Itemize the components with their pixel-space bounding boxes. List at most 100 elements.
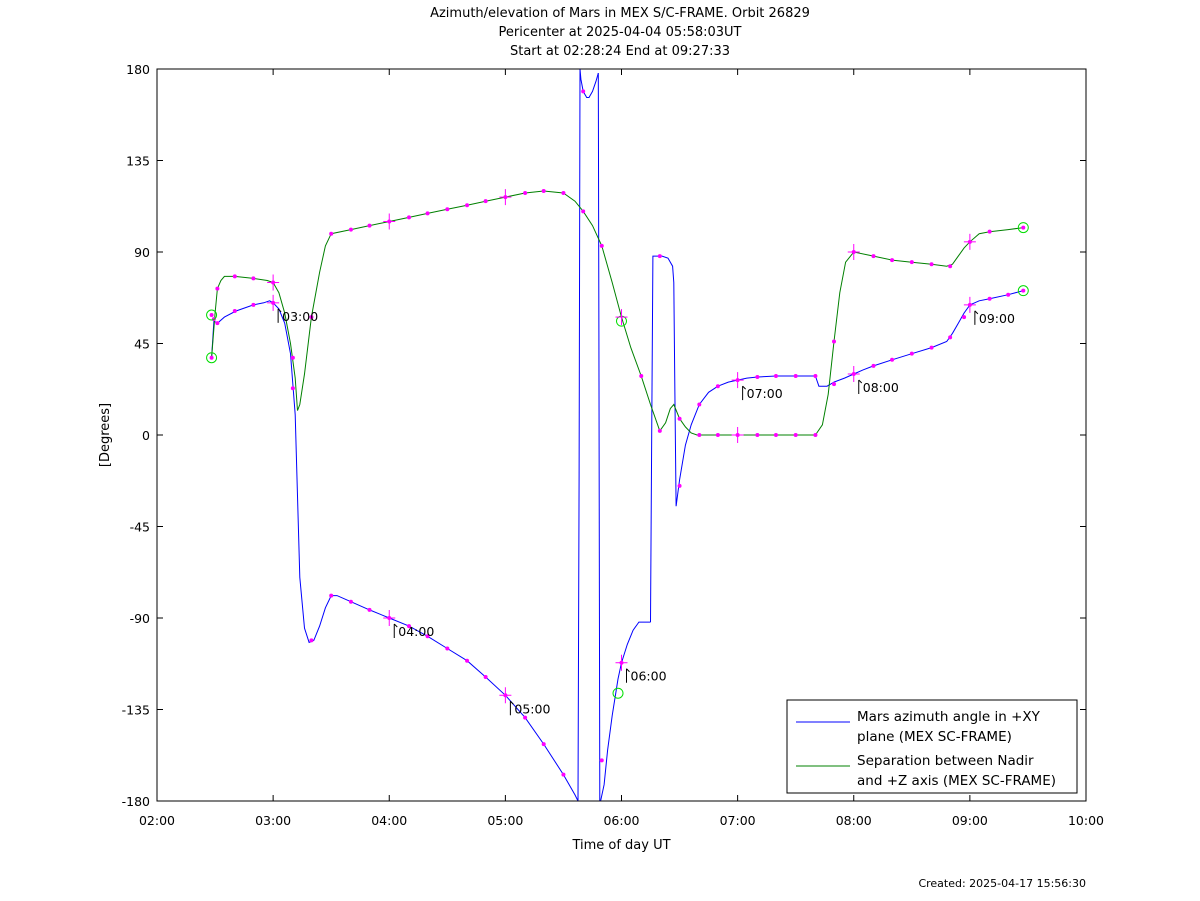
data-point-azimuth [773, 374, 778, 379]
data-point-azimuth [209, 355, 214, 360]
legend: Mars azimuth angle in +XY plane (MEX SC-… [786, 699, 1078, 794]
y-tick-label: -45 [130, 520, 150, 535]
endpoint-circle-marker [1017, 222, 1029, 234]
data-point-azimuth [715, 384, 720, 389]
data-point-separation [909, 260, 914, 265]
data-point-separation [541, 189, 546, 193]
x-tick-label: 02:00 [139, 813, 175, 828]
data-point-separation [599, 243, 604, 248]
time-annotation: 03:00 [277, 308, 318, 324]
time-annotation-hook [393, 623, 398, 628]
time-annotations: 03:00 04:00 05:00 06:00 07:00 08:00 09:00 [277, 308, 1015, 716]
data-point-separation [523, 191, 528, 196]
y-tick-label: -135 [122, 703, 150, 718]
chart-title-line-2: Pericenter at 2025-04-04 05:58:03UT [498, 25, 742, 40]
tick-cross-marker [731, 372, 744, 389]
data-point-separation [948, 264, 953, 269]
data-point-azimuth [425, 634, 430, 639]
time-annotation-hook [858, 379, 863, 384]
time-annotation-label: 08:00 [863, 380, 899, 395]
series-layer [211, 68, 1024, 802]
data-point-azimuth [755, 375, 760, 380]
data-point-separation [483, 199, 488, 204]
time-annotation-label: 06:00 [631, 669, 667, 684]
time-annotation: 08:00 [858, 379, 899, 395]
x-tick-label: 07:00 [720, 813, 756, 828]
tick-cross-marker [615, 654, 628, 671]
endpoint-circle-marker [1017, 285, 1029, 297]
x-tick-label: 04:00 [371, 813, 407, 828]
data-point-separation [290, 386, 295, 391]
data-point-separation [406, 215, 411, 220]
data-point-azimuth [232, 308, 237, 313]
data-point-azimuth [871, 363, 876, 368]
data-point-separation [215, 286, 220, 291]
x-tick-label: 10:00 [1068, 813, 1104, 828]
y-tick-label: 0 [142, 428, 150, 443]
tick-cross-marker [731, 427, 744, 443]
data-point-azimuth [929, 345, 934, 350]
time-annotation-label: 07:00 [747, 386, 783, 401]
time-annotation: 09:00 [974, 310, 1015, 326]
data-point-separation [232, 274, 237, 279]
y-tick-label: 45 [134, 337, 150, 352]
data-point-separation [561, 191, 566, 196]
series-line-azimuth [579, 68, 599, 98]
time-annotation-hook [626, 668, 630, 673]
time-annotation: 04:00 [393, 623, 434, 639]
data-point-separation [755, 433, 760, 437]
plot-frame [156, 68, 1087, 802]
time-annotation: 07:00 [742, 385, 783, 401]
data-point-azimuth [541, 742, 546, 747]
data-point-separation [581, 209, 586, 214]
data-point-azimuth [309, 638, 314, 643]
data-point-azimuth [561, 772, 566, 777]
tick-cross-marker [963, 233, 976, 250]
x-tick-label: 06:00 [603, 813, 639, 828]
y-tick-label: -180 [122, 794, 150, 809]
series-line-azimuth [597, 73, 601, 802]
x-tick-label: 03:00 [255, 813, 291, 828]
data-point-separation [871, 254, 876, 259]
data-point-azimuth [677, 483, 682, 488]
data-point-azimuth [251, 302, 256, 307]
data-point-azimuth [599, 758, 604, 763]
time-annotation-hook [510, 700, 514, 705]
tick-cross-marker [963, 296, 976, 313]
data-point-azimuth [1006, 292, 1011, 297]
time-annotation-label: 05:00 [514, 701, 550, 716]
data-point-separation [832, 339, 837, 344]
data-point-separation [309, 315, 314, 320]
time-annotation: 05:00 [509, 700, 550, 716]
x-tick-label: 09:00 [952, 813, 988, 828]
data-point-azimuth [890, 357, 895, 362]
data-point-azimuth [348, 599, 353, 604]
data-point-separation [1021, 225, 1026, 230]
data-point-separation [251, 276, 256, 281]
time-annotation-label: 03:00 [282, 309, 318, 324]
data-point-separation [773, 433, 778, 437]
data-point-azimuth [445, 646, 450, 651]
y-tick-label: -90 [130, 611, 150, 626]
axis-ticks: 02:00 03:00 04:00 05:00 06:00 07:00 08:00 09:00… [122, 62, 1104, 828]
data-point-separation [715, 433, 720, 437]
series-line-azimuth [577, 68, 581, 802]
data-point-azimuth [290, 355, 295, 360]
data-point-separation [697, 433, 702, 437]
y-tick-label: 90 [134, 245, 150, 260]
endpoint-circle-marker [206, 309, 218, 321]
tick-cross-marker [847, 244, 860, 260]
data-point-azimuth [329, 593, 334, 598]
data-point-azimuth [483, 674, 488, 679]
series-line-azimuth [650, 255, 1024, 623]
time-annotation-hook [974, 310, 979, 315]
tick-cross-marker [499, 189, 512, 206]
chart-title-line-3: Start at 02:28:24 End at 09:27:33 [509, 44, 731, 59]
data-point-azimuth [367, 607, 372, 612]
data-point-separation [677, 416, 682, 421]
series-line-azimuth [600, 621, 651, 802]
y-tick-label: 180 [126, 62, 150, 77]
tick-cross-marker [499, 687, 512, 704]
data-point-azimuth [832, 382, 837, 387]
tick-cross-marker [383, 610, 396, 626]
